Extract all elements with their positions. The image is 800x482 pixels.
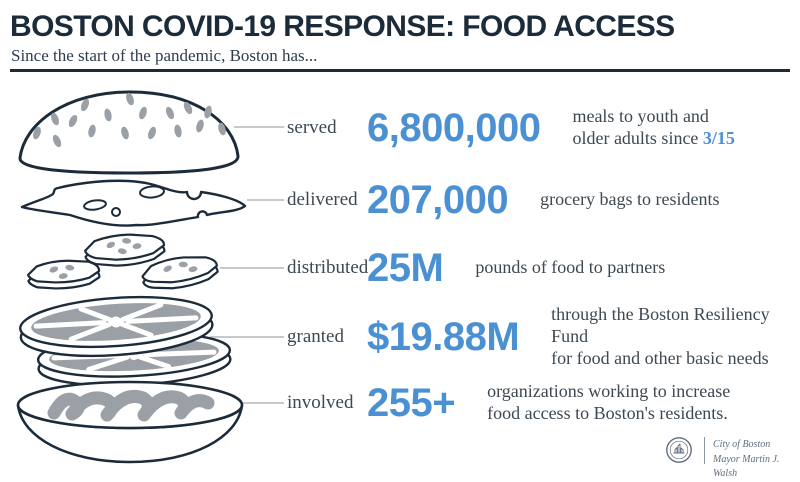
sauce-squiggle xyxy=(47,389,215,422)
deconstructed-burger-illustration xyxy=(16,90,284,464)
stat-row-distributed: distributed 25M pounds of food to partne… xyxy=(287,233,796,303)
stat-label: served xyxy=(287,117,337,138)
header-divider xyxy=(10,69,790,72)
stat-value: 6,800,000 xyxy=(367,105,541,150)
pickle-slices-icon xyxy=(27,233,219,290)
stat-label: involved xyxy=(287,392,354,413)
cheese-holes xyxy=(83,185,165,217)
stat-value: $19.88M xyxy=(367,314,520,359)
stat-row-granted: granted $19.88M through the Boston Resil… xyxy=(287,302,796,372)
stat-description: through the Boston Resiliency Fund for f… xyxy=(551,304,770,368)
stat-value: 25M xyxy=(367,245,444,290)
sesame-seeds xyxy=(33,92,226,148)
stat-label: delivered xyxy=(287,189,358,210)
stat-description: organizations working to increase food a… xyxy=(487,381,731,423)
stat-description: grocery bags to residents xyxy=(540,189,720,210)
stat-row-delivered: delivered 207,000 grocery bags to reside… xyxy=(287,165,796,235)
page-subtitle: Since the start of the pandemic, Boston … xyxy=(11,46,318,65)
stat-row-involved: involved 255+ organizations working to i… xyxy=(287,368,796,438)
city-of-boston-seal-icon xyxy=(666,437,692,463)
page-title: BOSTON COVID-19 RESPONSE: FOOD ACCESS xyxy=(10,10,675,43)
bottom-bun-icon xyxy=(16,380,244,464)
stat-label: distributed xyxy=(287,257,369,278)
connector-lines xyxy=(210,126,284,404)
footer-credit: City of Boston Mayor Martin J. Walsh xyxy=(713,439,780,479)
tomato-slices-icon xyxy=(19,295,232,387)
stat-description: meals to youth and older adults since 3/… xyxy=(572,106,735,148)
stat-row-served: served 6,800,000 meals to youth and olde… xyxy=(287,93,796,163)
stat-description: pounds of food to partners xyxy=(475,257,666,278)
stat-value: 255+ xyxy=(367,380,456,425)
footer-divider xyxy=(704,437,705,464)
stat-highlight: 3/15 xyxy=(702,128,735,148)
top-bun-icon xyxy=(18,90,240,175)
cheese-slice-icon xyxy=(20,179,247,227)
stat-value: 207,000 xyxy=(367,177,509,222)
stat-label: granted xyxy=(287,326,344,347)
